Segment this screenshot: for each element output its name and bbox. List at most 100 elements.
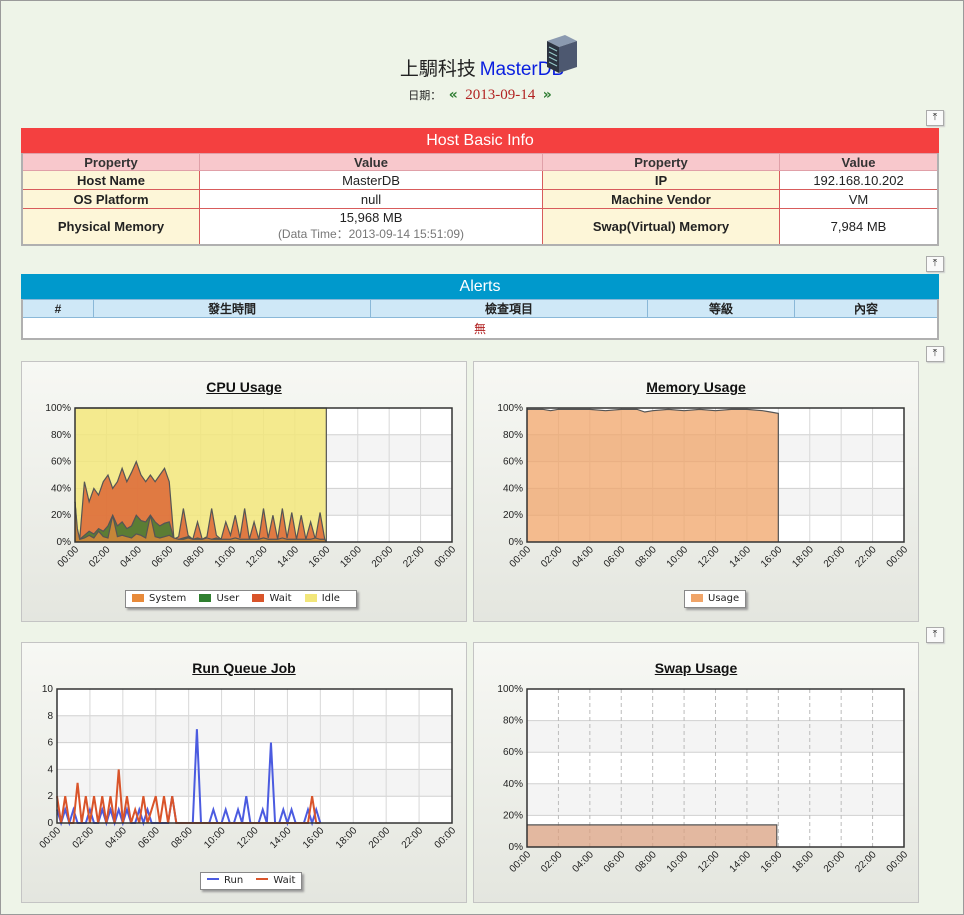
legend-swatch [132,594,144,602]
physical-memory-value: 15,968 MB [339,210,403,226]
host-info-header: Host Basic Info [21,128,939,153]
data-time: (Data Time：2013-09-14 15:51:09) [277,227,465,242]
x-tick-label: 12:00 [696,849,722,875]
legend-swatch [256,878,269,880]
empty-alerts-text: 無 [22,317,938,339]
y-tick-label: 8 [47,711,53,722]
x-tick-label: 08:00 [181,544,207,570]
table-row: Host Name MasterDB IP 192.168.10.202 [21,170,939,190]
x-tick-label: 18:00 [790,544,816,570]
y-tick-label: 6 [47,738,53,749]
legend-item: Usage [691,593,739,604]
y-tick-label: 2 [47,791,53,802]
y-tick-label: 60% [51,457,71,468]
legend-label: Idle [321,593,340,604]
back-to-top-button[interactable]: ⤒ [926,256,944,272]
y-tick-label: 40% [503,483,523,494]
x-tick-label: 22:00 [853,849,879,875]
x-tick-label: 14:00 [728,849,754,875]
property-cell: OS Platform [21,189,200,209]
memory-usage-chart: Memory Usage 0% 20% 40% 60% 80% 100% 00:00 02:0… [473,361,919,622]
y-tick-label: 80% [51,430,71,441]
value-cell: 7,984 MB [779,208,939,245]
legend-item: Run [207,875,243,886]
memory-usage-plot: 0% 20% 40% 60% 80% 100% 00:00 02:00 04:00 06:00 08… [497,403,911,570]
x-tick-label: 18:00 [790,849,816,875]
y-tick-label: 20% [51,510,71,521]
x-tick-label: 00:00 [885,544,911,570]
current-date[interactable]: 2013-09-14 [465,87,536,103]
x-tick-label: 20:00 [822,849,848,875]
y-tick-label: 0% [57,537,72,548]
series-area-usage [527,824,777,847]
legend-item: User [199,593,239,604]
x-tick-label: 06:00 [136,825,162,851]
y-tick-label: 4 [47,764,53,775]
column-header: Property [21,153,200,171]
column-header: 等級 [647,299,795,318]
x-tick-label: 18:00 [334,825,360,851]
alerts-header: Alerts [21,274,939,299]
y-tick-label: 60% [503,457,523,468]
plot-border [526,407,905,543]
x-tick-label: 08:00 [633,544,659,570]
table-row: OS Platform null Machine Vendor VM [21,189,939,209]
value-cell: 192.168.10.202 [779,170,939,190]
chart-legend: System User Wait Idle [125,590,357,608]
table-row: Physical Memory 15,968 MB (Data Time：201… [21,208,939,245]
cpu-usage-chart: CPU Usage 0% 20% 40% 60% 80% 100% 00:00 02:00 04… [21,361,467,622]
chart-title: Run Queue Job [192,660,296,676]
x-tick-label: 00:00 [885,849,911,875]
x-tick-label: 12:00 [696,544,722,570]
column-header: 發生時間 [93,299,371,318]
legend-item: Wait [252,593,292,604]
x-tick-label: 20:00 [367,825,393,851]
x-tick-label: 22:00 [401,544,427,570]
chart-title: CPU Usage [206,379,282,395]
x-tick-label: 04:00 [103,825,129,851]
table-row: 無 [22,317,938,339]
property-cell: Host Name [21,170,200,190]
swap-usage-plot: 0% 20% 40% 60% 80% 100% 00:00 02:00 04:00 06:00 08… [497,684,911,875]
y-tick-label: 80% [503,716,523,727]
x-tick-label: 14:00 [276,544,302,570]
legend-label: System [149,593,187,604]
x-tick-label: 02:00 [539,544,565,570]
series-area-system [75,501,327,542]
property-cell: Physical Memory [21,208,200,245]
chart-title: Swap Usage [654,660,738,676]
back-to-top-button[interactable]: ⤒ [926,346,944,362]
y-tick-label: 0% [509,842,524,853]
value-cell: null [199,189,543,209]
y-tick-label: 10 [42,684,54,695]
x-tick-label: 06:00 [602,544,628,570]
column-header: Property [542,153,780,171]
table-header-row: # 發生時間 檢查項目 等級 內容 [21,299,939,318]
x-tick-label: 10:00 [665,544,691,570]
legend-item: Idle [304,593,340,604]
alerts-panel: Alerts # 發生時間 檢查項目 等級 內容 無 [21,274,939,340]
plot-border [74,407,453,543]
x-tick-label: 02:00 [87,544,113,570]
legend-item: Wait [256,875,295,886]
x-tick-label: 12:00 [244,544,270,570]
back-to-top-button[interactable]: ⤒ [926,627,944,643]
next-date-button[interactable]: » [542,87,552,103]
legend-swatch [207,878,219,880]
x-tick-label: 14:00 [728,544,754,570]
property-cell: Machine Vendor [542,189,780,209]
x-tick-label: 20:00 [822,544,848,570]
y-tick-label: 100% [45,403,71,414]
x-tick-label: 04:00 [570,544,596,570]
prev-date-button[interactable]: « [448,87,458,103]
column-header: 檢查項目 [370,299,648,318]
swap-usage-chart: Swap Usage 0% 20% 40% 60% 80% 100% 00:00 02:00 0… [473,642,919,903]
x-tick-label: 06:00 [150,544,176,570]
x-tick-label: 10:00 [202,825,228,851]
x-tick-label: 06:00 [602,849,628,875]
back-to-top-button[interactable]: ⤒ [926,110,944,126]
legend-label: User [216,593,240,604]
x-tick-label: 04:00 [570,849,596,875]
x-tick-label: 22:00 [853,544,879,570]
x-tick-label: 16:00 [307,544,333,570]
